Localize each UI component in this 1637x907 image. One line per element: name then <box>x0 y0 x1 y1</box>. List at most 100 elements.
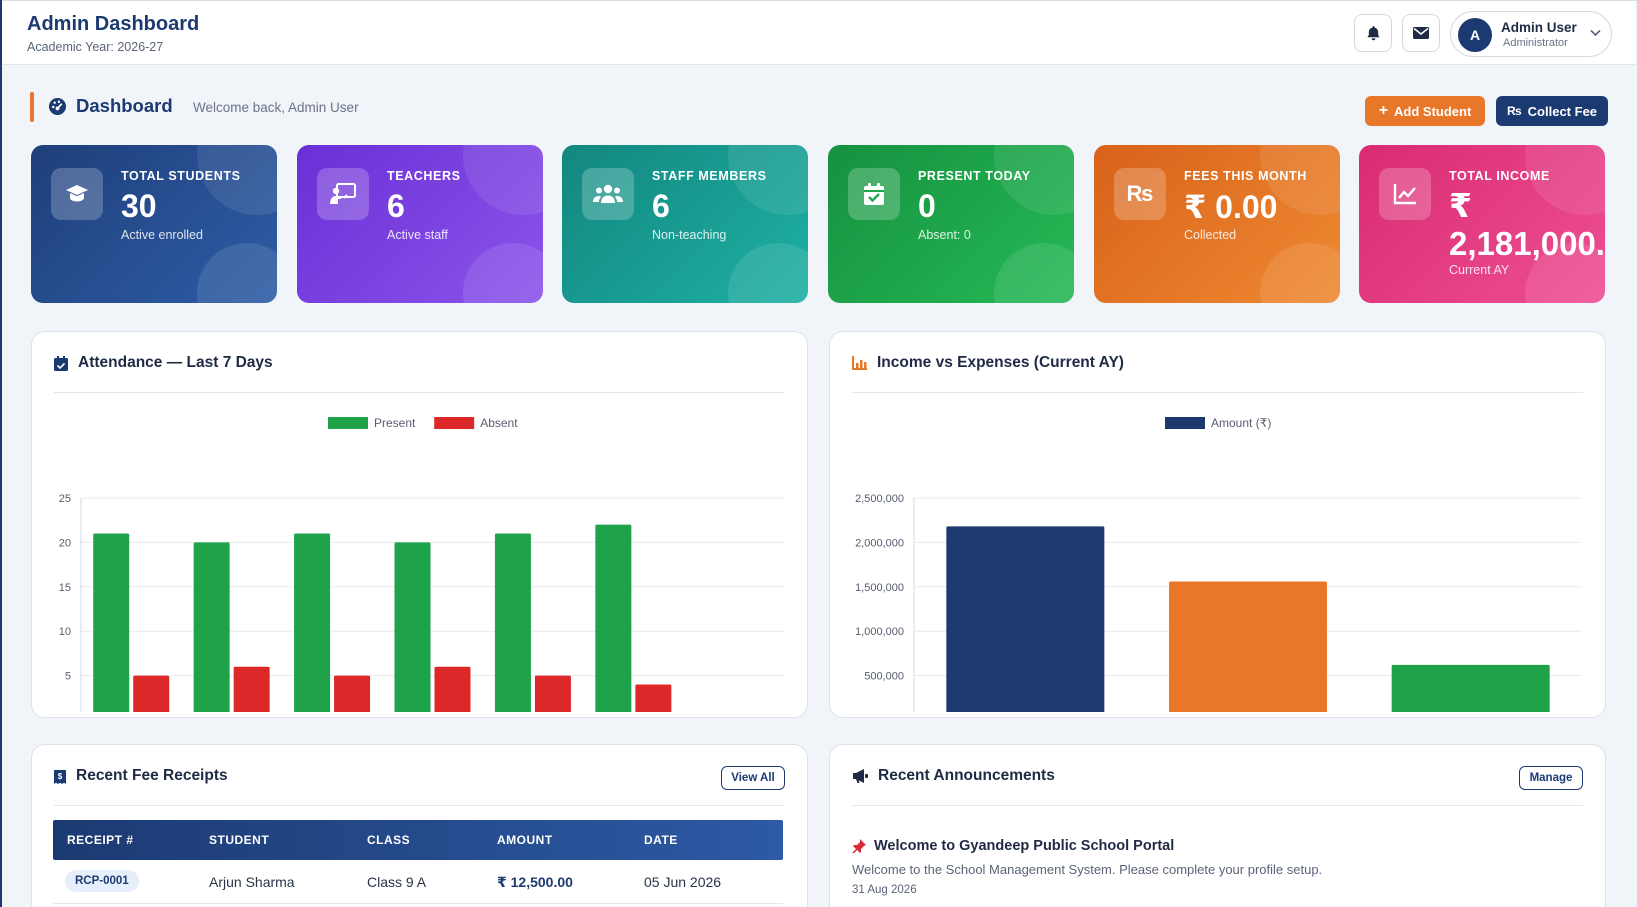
bar-present <box>494 533 531 712</box>
y-tick-label: 2,000,000 <box>855 537 904 549</box>
fee-receipts-title: Recent Fee Receipts <box>76 767 228 784</box>
bar-absent <box>133 675 170 712</box>
col-class: CLASS <box>367 833 411 847</box>
receipt-icon: $ <box>54 769 66 784</box>
tachometer-icon <box>48 97 67 116</box>
y-tick-label: 25 <box>59 493 71 505</box>
stat-value: 6 <box>387 188 405 224</box>
stat-card-fees-this-month[interactable]: ₨ FEES THIS MONTH ₹ 0.00 Collected <box>1094 145 1340 303</box>
receipt-badge: RCP-0001 <box>65 870 139 892</box>
announcements-panel: Recent Announcements Manage Welcome to G… <box>829 744 1606 907</box>
stat-sub: Absent: 0 <box>918 228 971 242</box>
bar-absent <box>534 675 571 712</box>
y-tick-label: 1,000,000 <box>855 626 904 638</box>
stat-label: PRESENT TODAY <box>918 169 1031 183</box>
stat-value: 0 <box>918 188 936 224</box>
bar-present <box>193 542 230 712</box>
stat-card-present-today[interactable]: PRESENT TODAY 0 Absent: 0 <box>828 145 1074 303</box>
academic-year-label: Academic Year: 2026-27 <box>27 40 164 54</box>
announcement-date: 31 Aug 2026 <box>852 884 917 896</box>
welcome-text: Welcome back, Admin User <box>193 100 359 115</box>
stat-card-staff-members[interactable]: STAFF MEMBERS 6 Non-teaching <box>562 145 808 303</box>
bullhorn-icon <box>853 769 868 783</box>
stat-label: STAFF MEMBERS <box>652 169 767 183</box>
stat-card-total-income[interactable]: TOTAL INCOME ₹ 2,181,000. Current AY <box>1359 145 1605 303</box>
envelope-icon <box>1413 27 1429 39</box>
attendance-title-row: Attendance — Last 7 Days <box>54 354 273 372</box>
stat-card-total-students[interactable]: TOTAL STUDENTS 30 Active enrolled <box>31 145 277 303</box>
y-tick-label: 500,000 <box>864 671 904 683</box>
chart-bar-icon <box>852 356 867 370</box>
cell-student: Arjun Sharma <box>209 874 295 890</box>
rupee-icon: ₨ <box>1506 104 1522 118</box>
calendar-check-icon <box>848 168 900 220</box>
col-date: DATE <box>644 833 678 847</box>
bar-present <box>595 524 632 712</box>
user-role: Administrator <box>1503 37 1568 49</box>
users-icon <box>582 168 634 220</box>
notifications-button[interactable] <box>1354 14 1392 52</box>
svg-text:$: $ <box>58 772 63 781</box>
stat-sub: Non-teaching <box>652 228 727 242</box>
bar-amount- <box>1391 664 1550 712</box>
cell-class: Class 9 A <box>367 874 427 890</box>
manage-button[interactable]: Manage <box>1519 766 1583 790</box>
y-tick-label: 2,500,000 <box>855 493 904 505</box>
view-all-button[interactable]: View All <box>721 766 785 790</box>
messages-button[interactable] <box>1402 14 1440 52</box>
top-header: Admin Dashboard Academic Year: 2026-27 A… <box>2 1 1635 65</box>
income-title-row: Income vs Expenses (Current AY) <box>852 354 1124 372</box>
income-panel-title: Income vs Expenses (Current AY) <box>877 354 1124 371</box>
add-student-label: Add Student <box>1394 103 1472 119</box>
plus-icon: + <box>1378 102 1389 119</box>
table-header: RECEIPT # STUDENT CLASS AMOUNT DATE <box>53 820 783 860</box>
y-tick-label: 1,500,000 <box>855 582 904 594</box>
collect-fee-label: Collect Fee <box>1527 103 1598 119</box>
chalkboard-teacher-icon <box>317 168 369 220</box>
legend-label: Present <box>374 416 416 430</box>
legend-label: Absent <box>480 416 518 430</box>
bar-amount- <box>1169 581 1327 712</box>
stat-value: 6 <box>652 188 670 224</box>
page-title: Dashboard <box>76 95 173 116</box>
cell-amount: ₹ 12,500.00 <box>497 874 573 890</box>
bar-absent <box>635 684 672 712</box>
user-name: Admin User <box>1501 20 1577 35</box>
stat-sub: Current AY <box>1449 263 1510 277</box>
y-tick-label: 15 <box>59 582 71 594</box>
rupee-icon: ₨ <box>1114 168 1166 220</box>
graduation-cap-icon <box>51 168 103 220</box>
accent-bar <box>30 92 34 122</box>
stat-value: ₹ 2,181,000. <box>1449 187 1605 262</box>
announcement-body: Welcome to the School Management System.… <box>852 862 1323 877</box>
add-student-button[interactable]: + Add Student <box>1365 96 1485 126</box>
collect-fee-button[interactable]: ₨ Collect Fee <box>1496 96 1608 126</box>
stat-sub: Collected <box>1184 228 1237 242</box>
bar-present <box>93 533 130 712</box>
announcement-title: Welcome to Gyandeep Public School Portal <box>874 838 1175 854</box>
avatar: A <box>1458 18 1492 52</box>
bar-absent <box>233 666 270 712</box>
bar-present <box>394 542 431 712</box>
cell-date: 05 Jun 2026 <box>644 874 722 890</box>
legend-swatch <box>328 417 368 429</box>
calendar-check-icon <box>54 355 68 371</box>
stat-card-teachers[interactable]: TEACHERS 6 Active staff <box>297 145 543 303</box>
stat-sub: Active staff <box>387 228 448 242</box>
legend-swatch <box>434 417 475 429</box>
pushpin-icon <box>852 839 866 853</box>
chart-line-icon <box>1379 168 1431 220</box>
bell-icon <box>1366 25 1380 41</box>
announcements-title-row: Recent Announcements <box>852 767 1055 785</box>
income-expense-panel: Income vs Expenses (Current AY) 0500,000… <box>829 331 1606 718</box>
announcement-item[interactable]: Welcome to Gyandeep Public School Portal <box>852 838 1174 854</box>
chevron-down-icon <box>1590 29 1601 37</box>
col-student: STUDENT <box>209 833 270 847</box>
user-menu[interactable]: A Admin User Administrator <box>1450 11 1612 57</box>
y-tick-label: 20 <box>59 537 71 549</box>
col-receipt: RECEIPT # <box>67 833 134 847</box>
fee-receipts-title-row: $ Recent Fee Receipts <box>54 767 228 785</box>
stat-value: 30 <box>121 188 157 224</box>
table-row[interactable]: RCP-0001 Arjun Sharma Class 9 A ₹ 12,500… <box>53 860 783 904</box>
stat-label: TEACHERS <box>387 169 461 183</box>
